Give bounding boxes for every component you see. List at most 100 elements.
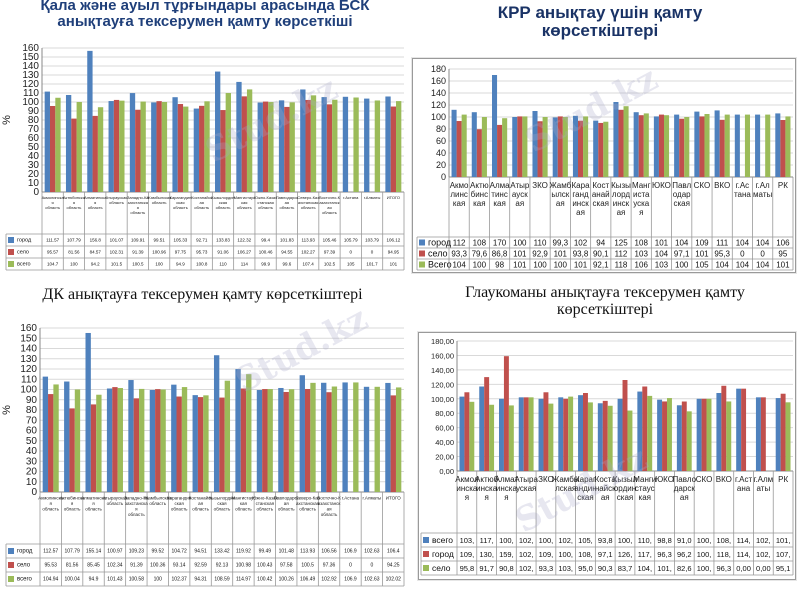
bar-bsk-село [262, 101, 269, 192]
y-tick-label: 0,00 [439, 467, 454, 476]
bar-dk-всего [203, 395, 209, 492]
data-label-glaucoma: 108, [717, 536, 732, 545]
x-tick-label-bsk: Актюбинска я область [63, 195, 86, 210]
bar-glaucoma-село [647, 395, 653, 471]
x-tick-label-dk: Северо-Каз ахстанская область [296, 496, 320, 512]
data-label-bsk: 95.57 [47, 249, 59, 254]
x-tick-label-dk: Карагандин ская область [167, 496, 192, 512]
x-tick-label-krr: г.Ал маты [753, 181, 772, 199]
bar-glaucoma-село [508, 405, 514, 471]
y-tick-label: 60,00 [435, 424, 454, 433]
bar-krr-село [456, 121, 462, 177]
bar-dk-село [155, 389, 161, 492]
x-tick-label-bsk: Восточно-К азахстанск ая область [319, 195, 341, 215]
bar-dk-всего [74, 389, 81, 492]
y-tick-label: 60 [28, 133, 40, 144]
data-label-bsk: 101.07 [110, 237, 124, 242]
x-tick-label-bsk: Кызылордин ская область [211, 195, 234, 210]
y-tick-label: 0 [441, 172, 446, 182]
data-label-bsk: 92.71 [196, 237, 208, 242]
bar-dk-город [128, 380, 134, 492]
data-label-bsk: 107.4 [303, 261, 315, 266]
bar-glaucoma-город [523, 397, 529, 471]
bar-glaucoma-село [726, 401, 732, 471]
data-label-dk: 108.59 [214, 577, 230, 583]
data-label-krr: 0 [760, 250, 765, 259]
bar-krr-город [492, 75, 498, 177]
data-label-glaucoma: 100, [499, 536, 514, 545]
data-label-krr: 90,1 [593, 250, 609, 259]
data-label-dk: 104.94 [43, 577, 59, 583]
data-label-glaucoma: 103, [558, 564, 573, 573]
data-label-krr: 92,9 [532, 250, 548, 259]
chart-area-bsk: 0 10 20 30 40 50 60 70 80 90 100 110 120 130 140 150 160… [1, 42, 406, 274]
data-label-bsk: 91.39 [132, 249, 144, 254]
data-label-bsk: 133.83 [216, 237, 230, 242]
data-label-krr: 98 [495, 261, 504, 270]
bar-krr-село [517, 116, 523, 177]
x-tick-label-glaucoma: СКО [696, 475, 713, 484]
y-tick-label: 0 [31, 487, 37, 498]
x-tick-label-krr: Кара ганд инск ая [572, 181, 591, 217]
data-label-bsk: 101 [390, 261, 398, 266]
bar-bsk-всего [97, 107, 104, 192]
bar-krr-город [674, 114, 680, 177]
x-tick-label-krr: Алма тинс кая [490, 181, 511, 208]
legend-swatch-krr [419, 250, 425, 257]
bar-glaucoma-город [484, 377, 490, 471]
data-label-bsk: 94.9 [176, 261, 185, 266]
bar-krr-село [537, 121, 543, 177]
chart-area-dk: 0 10 20 30 40 50 60 70 80 90 100 110 120 130 140 150 160… [1, 322, 406, 595]
bar-bsk-всего [183, 106, 189, 192]
bar-dk-город [213, 355, 220, 492]
bar-dk-город [64, 381, 70, 492]
bar-glaucoma-село [568, 396, 574, 471]
data-label-bsk: 101.83 [280, 237, 294, 242]
bar-krr-город [572, 115, 578, 177]
data-label-glaucoma: 100, [697, 564, 712, 573]
x-tick-label-glaucoma: Кызыл ордин ская [613, 475, 638, 502]
bar-glaucoma-всего [657, 399, 663, 471]
data-label-dk: 100.26 [279, 577, 295, 583]
y-tick-label: 50 [26, 436, 38, 447]
x-tick-label-krr: Атыр ауск ая [510, 181, 530, 208]
y-tick-label: 120 [22, 79, 39, 90]
legend-label-krr: город [428, 238, 452, 248]
x-tick-label-dk: Атырауская область [103, 496, 128, 507]
data-label-glaucoma: 100, [697, 536, 712, 545]
data-label-krr: 101 [513, 261, 527, 270]
y-tick-label: 100 [22, 97, 39, 108]
legend-swatch-dk [8, 576, 14, 582]
data-label-dk: 106.9 [344, 549, 357, 555]
data-label-krr: 94 [596, 239, 605, 248]
data-label-krr: 104 [756, 239, 770, 248]
bar-bsk-всего [332, 99, 338, 192]
x-tick-label-glaucoma: Жамбы лская [552, 475, 580, 493]
data-label-bsk: 94.55 [281, 249, 293, 254]
y-tick-label: 160,00 [431, 351, 454, 360]
bar-krr-город [633, 112, 639, 177]
data-label-krr: 93,8 [573, 250, 589, 259]
bar-glaucoma-город [503, 356, 509, 471]
bar-bsk-село [49, 105, 56, 192]
y-tick-label: 160 [431, 76, 446, 86]
y-tick-label: 180,00 [431, 337, 454, 346]
bar-krr-Всего [542, 117, 548, 177]
bar-krr-Всего [522, 116, 528, 177]
y-tick-label: 0 [33, 187, 39, 198]
y-tick-label: 160 [22, 43, 39, 54]
bar-bsk-город [87, 50, 93, 192]
data-label-glaucoma: 91,0 [677, 536, 692, 545]
data-label-bsk: 122.32 [237, 237, 251, 242]
data-label-krr: 118 [615, 261, 628, 270]
bar-dk-город [385, 382, 391, 492]
bar-bsk-всего [246, 89, 253, 192]
bar-glaucoma-всего [637, 391, 643, 471]
y-tick-label: 20 [26, 467, 38, 478]
x-tick-label-krr: ВКО [714, 181, 730, 190]
x-tick-label-bsk: Жамбылская область [147, 195, 171, 205]
x-tick-label-bsk: Карагандин ская область [170, 195, 192, 210]
legend-label-krr: Всего [428, 260, 452, 270]
x-tick-label-krr: СКО [694, 181, 711, 190]
